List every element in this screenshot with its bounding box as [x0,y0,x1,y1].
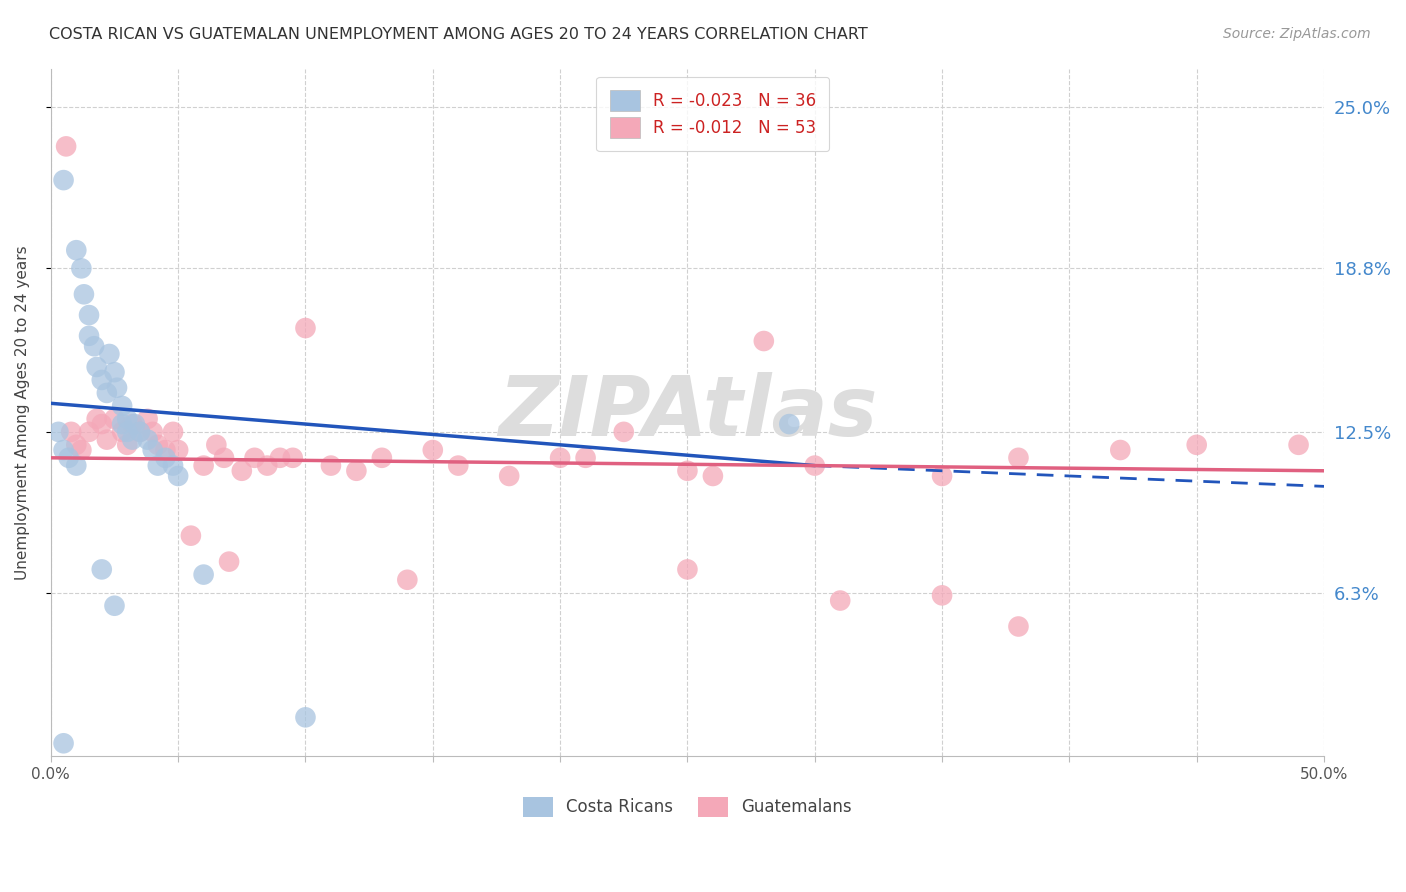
Point [676,464,699,478]
Point [167,443,190,458]
Point [167,469,190,483]
Point [103,599,125,613]
Point [1109,443,1132,458]
Point [676,562,699,576]
Point [212,450,235,465]
Point [396,573,419,587]
Point [1288,438,1310,452]
Point [111,399,134,413]
Legend: Costa Ricans, Guatemalans: Costa Ricans, Guatemalans [516,790,859,823]
Point [96,386,118,401]
Point [193,458,215,473]
Point [73,287,96,301]
Point [256,458,278,473]
Point [90,562,112,576]
Point [162,425,184,439]
Point [294,321,316,335]
Text: ZIPAtlas: ZIPAtlas [498,372,877,453]
Point [86,412,108,426]
Point [146,438,169,452]
Point [1185,438,1208,452]
Point [218,555,240,569]
Point [77,308,100,322]
Point [294,710,316,724]
Point [205,438,228,452]
Point [52,443,75,458]
Point [90,373,112,387]
Point [146,458,169,473]
Point [243,450,266,465]
Point [103,365,125,379]
Point [422,443,444,458]
Point [121,417,143,431]
Point [371,450,394,465]
Point [52,736,75,750]
Point [830,593,852,607]
Point [115,412,138,426]
Point [86,359,108,374]
Point [752,334,775,348]
Point [77,425,100,439]
Point [803,458,825,473]
Point [70,443,93,458]
Point [931,469,953,483]
Point [498,469,520,483]
Point [136,412,159,426]
Point [1007,619,1029,633]
Point [180,529,202,543]
Point [231,464,253,478]
Point [162,458,184,473]
Point [136,433,159,447]
Point [52,173,75,187]
Point [111,425,134,439]
Point [111,417,134,431]
Point [55,139,77,153]
Point [83,339,105,353]
Point [65,458,87,473]
Text: COSTA RICAN VS GUATEMALAN UNEMPLOYMENT AMONG AGES 20 TO 24 YEARS CORRELATION CHA: COSTA RICAN VS GUATEMALAN UNEMPLOYMENT A… [49,27,868,42]
Point [319,458,342,473]
Point [115,438,138,452]
Point [65,438,87,452]
Point [124,417,146,431]
Point [48,425,70,439]
Point [103,412,125,426]
Point [193,567,215,582]
Point [90,417,112,431]
Point [77,328,100,343]
Point [96,433,118,447]
Point [60,425,83,439]
Point [702,469,724,483]
Point [70,261,93,276]
Point [58,450,80,465]
Point [155,450,177,465]
Y-axis label: Unemployment Among Ages 20 to 24 years: Unemployment Among Ages 20 to 24 years [15,245,30,580]
Point [613,425,636,439]
Point [115,425,138,439]
Point [105,381,128,395]
Point [142,443,165,458]
Point [142,425,165,439]
Point [344,464,367,478]
Point [574,450,596,465]
Point [65,243,87,257]
Point [1007,450,1029,465]
Text: Source: ZipAtlas.com: Source: ZipAtlas.com [1223,27,1371,41]
Point [98,347,121,361]
Point [447,458,470,473]
Point [129,425,152,439]
Point [281,450,304,465]
Point [121,433,143,447]
Point [548,450,571,465]
Point [269,450,291,465]
Point [129,425,152,439]
Point [931,588,953,602]
Point [155,443,177,458]
Point [778,417,800,431]
